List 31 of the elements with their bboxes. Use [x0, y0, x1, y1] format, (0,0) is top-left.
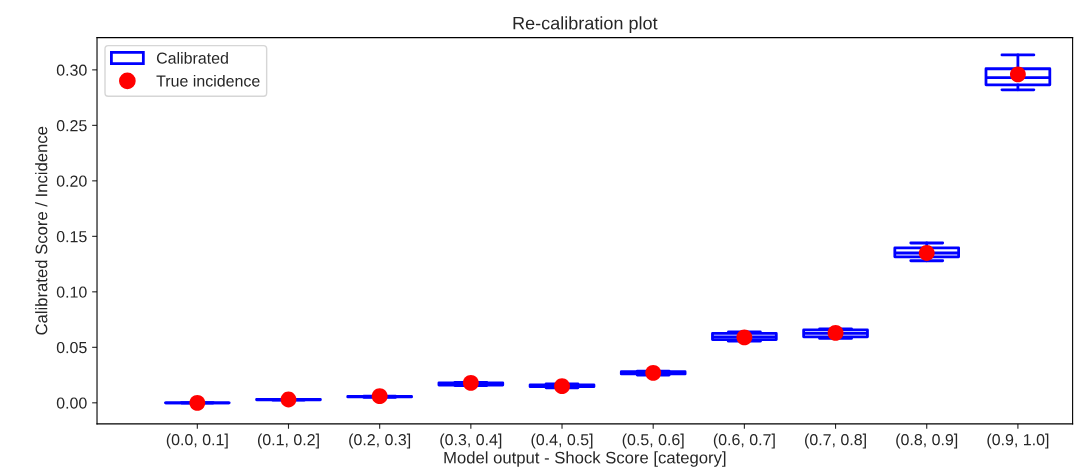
x-tick-label: (0.3, 0.4]	[440, 433, 502, 449]
chart-title: Re-calibration plot	[513, 16, 658, 34]
y-tick-label: 0.25	[56, 119, 87, 132]
legend-label: Calibrated	[156, 52, 228, 64]
y-tick-label: 0.30	[56, 64, 87, 76]
x-tick-label: (0.8, 0.9]	[896, 433, 958, 449]
y-tick-label: 0.00	[56, 397, 87, 409]
point	[462, 374, 479, 391]
y-tick-label: 0.15	[56, 230, 87, 243]
point	[280, 391, 297, 408]
legend-label: True incidence	[156, 74, 260, 87]
x-tick-label: (0.7, 0.8]	[805, 433, 866, 449]
x-tick-label: (0.0, 0.1]	[166, 433, 228, 449]
x-tick-label: (0.5, 0.6]	[622, 433, 684, 449]
point	[827, 324, 844, 341]
point	[189, 394, 206, 411]
point	[371, 388, 388, 405]
y-axis-title: Calibrated Score / Incidence	[35, 126, 48, 335]
point	[736, 329, 753, 346]
y-tick-label: 0.10	[56, 286, 87, 298]
x-tick-label: (0.6, 0.7]	[713, 433, 775, 449]
y-tick-label: 0.20	[56, 175, 87, 187]
x-tick-label: (0.1, 0.2]	[257, 433, 319, 449]
y-tick-label: 0.05	[56, 341, 87, 354]
x-tick-label: (0.4, 0.5]	[531, 433, 593, 449]
x-axis-title: Model output - Shock Score [category]	[444, 451, 726, 467]
point	[554, 378, 570, 395]
x-tick-label: (0.2, 0.3]	[349, 433, 411, 449]
point	[918, 245, 935, 261]
x-tick-label: (0.9, 1.0]	[987, 433, 1049, 449]
point	[645, 364, 662, 381]
